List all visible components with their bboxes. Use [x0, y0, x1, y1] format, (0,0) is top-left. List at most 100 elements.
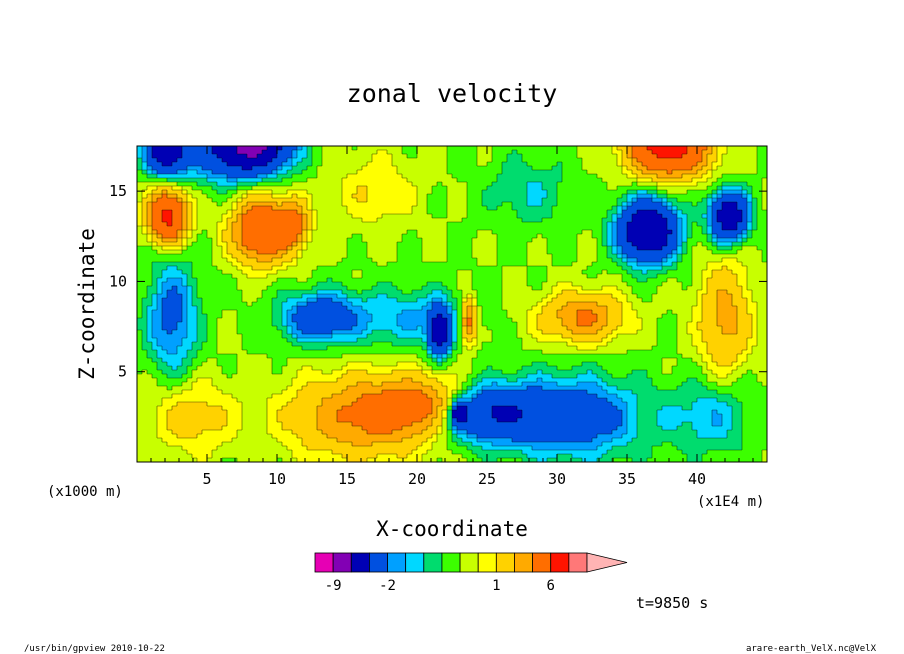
heatmap-cell	[662, 286, 668, 291]
heatmap-cell	[217, 198, 223, 203]
heatmap-cell	[622, 274, 628, 279]
heatmap-cell	[562, 154, 568, 159]
heatmap-cell	[172, 166, 178, 171]
heatmap-cell	[622, 190, 628, 195]
heatmap-cell	[272, 278, 278, 283]
heatmap-cell	[507, 182, 513, 187]
heatmap-cell	[337, 150, 343, 155]
heatmap-cell	[252, 182, 258, 187]
heatmap-cell	[137, 162, 143, 167]
heatmap-cell	[202, 290, 208, 295]
heatmap-cell	[167, 242, 173, 247]
heatmap-cell	[372, 154, 378, 159]
heatmap-cell	[742, 234, 748, 239]
heatmap-cell	[732, 294, 738, 299]
heatmap-cell	[722, 266, 728, 271]
heatmap-cell	[632, 158, 638, 163]
heatmap-cell	[322, 246, 328, 251]
heatmap-cell	[422, 270, 428, 275]
heatmap-cell	[282, 146, 288, 151]
heatmap-cell	[557, 190, 563, 195]
heatmap-cell	[327, 214, 333, 219]
heatmap-cell	[347, 246, 353, 251]
heatmap-cell	[722, 298, 728, 303]
heatmap-cell	[597, 182, 603, 187]
heatmap-cell	[442, 146, 448, 151]
heatmap-cell	[552, 222, 558, 227]
heatmap-cell	[212, 218, 218, 223]
heatmap-cell	[567, 298, 573, 303]
heatmap-cell	[352, 170, 358, 175]
heatmap-cell	[202, 282, 208, 287]
heatmap-cell	[757, 254, 763, 259]
heatmap-cell	[452, 178, 458, 183]
heatmap-cell	[382, 154, 388, 159]
heatmap-cell	[557, 230, 563, 235]
heatmap-cell	[737, 234, 743, 239]
heatmap-cell	[137, 254, 143, 259]
heatmap-cell	[457, 158, 463, 163]
heatmap-cell	[482, 286, 488, 291]
heatmap-cell	[172, 246, 178, 251]
heatmap-cell	[707, 210, 713, 215]
heatmap-cell	[582, 178, 588, 183]
heatmap-cell	[307, 206, 313, 211]
heatmap-cell	[357, 222, 363, 227]
heatmap-cell	[492, 282, 498, 287]
heatmap-cell	[567, 214, 573, 219]
heatmap-cell	[427, 174, 433, 179]
heatmap-cell	[457, 250, 463, 255]
heatmap-cell	[562, 234, 568, 239]
heatmap-cell	[752, 186, 758, 191]
heatmap-cell	[572, 286, 578, 291]
heatmap-cell	[342, 246, 348, 251]
heatmap-cell	[707, 242, 713, 247]
heatmap-cell	[667, 254, 673, 259]
heatmap-cell	[242, 206, 248, 211]
heatmap-cell	[652, 186, 658, 191]
heatmap-cell	[292, 210, 298, 215]
heatmap-cell	[477, 282, 483, 287]
heatmap-cell	[207, 274, 213, 279]
heatmap-cell	[282, 234, 288, 239]
heatmap-cell	[417, 266, 423, 271]
heatmap-cell	[552, 190, 558, 195]
heatmap-cell	[602, 146, 608, 151]
heatmap-cell	[627, 166, 633, 171]
heatmap-cell	[287, 174, 293, 179]
heatmap-cell	[737, 170, 743, 175]
heatmap-cell	[672, 182, 678, 187]
heatmap-cell	[617, 154, 623, 159]
heatmap-cell	[697, 170, 703, 175]
heatmap-cell	[312, 154, 318, 159]
heatmap-cell	[547, 214, 553, 219]
heatmap-cell	[592, 266, 598, 271]
heatmap-cell	[757, 262, 763, 267]
heatmap-cell	[737, 218, 743, 223]
heatmap-cell	[432, 250, 438, 255]
heatmap-cell	[527, 234, 533, 239]
heatmap-cell	[512, 150, 518, 155]
heatmap-cell	[707, 174, 713, 179]
heatmap-cell	[642, 262, 648, 267]
heatmap-cell	[192, 238, 198, 243]
heatmap-cell	[252, 174, 258, 179]
heatmap-cell	[667, 238, 673, 243]
heatmap-cell	[652, 218, 658, 223]
heatmap-cell	[352, 202, 358, 207]
heatmap-cell	[657, 286, 663, 291]
heatmap-cell	[147, 278, 153, 283]
heatmap-cell	[262, 266, 268, 271]
heatmap-cell	[462, 178, 468, 183]
heatmap-cell	[647, 174, 653, 179]
heatmap-cell	[647, 290, 653, 295]
heatmap-cell	[312, 278, 318, 283]
heatmap-cell	[572, 298, 578, 303]
heatmap-cell	[202, 150, 208, 155]
heatmap-cell	[267, 214, 273, 219]
heatmap-cell	[362, 230, 368, 235]
heatmap-cell	[622, 146, 628, 151]
heatmap-cell	[317, 150, 323, 155]
heatmap-cell	[207, 226, 213, 231]
heatmap-cell	[232, 258, 238, 263]
